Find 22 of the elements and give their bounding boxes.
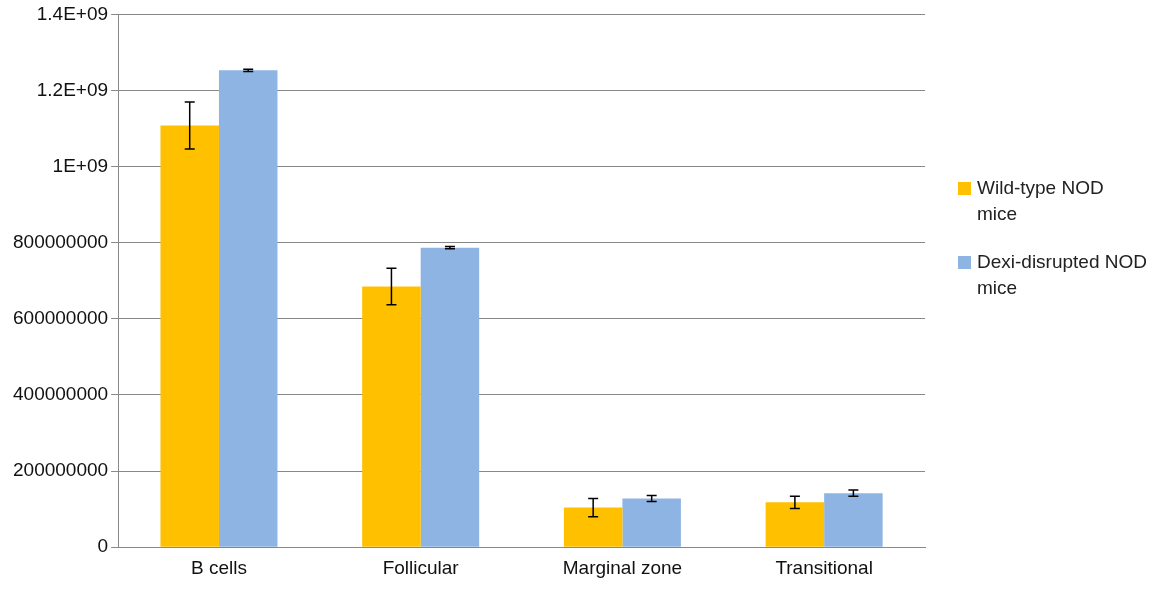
bar bbox=[218, 70, 278, 547]
bar bbox=[824, 493, 883, 547]
y-tick-label: 800000000 bbox=[12, 230, 109, 252]
y-tick-label: 1.4E+09 bbox=[36, 2, 109, 24]
y-tick-label: 1.2E+09 bbox=[36, 78, 109, 100]
y-tick-label: 1E+09 bbox=[52, 154, 109, 176]
legend-label: Wild-type NOD mice bbox=[977, 176, 1105, 226]
x-tick-label: Transitional bbox=[775, 556, 873, 578]
bar bbox=[563, 507, 623, 547]
x-tick-label: Follicular bbox=[382, 556, 460, 578]
y-tick-label: 200000000 bbox=[12, 459, 109, 481]
legend-label: Dexi-disrupted NOD mice bbox=[977, 250, 1148, 300]
bar bbox=[420, 247, 480, 547]
bar bbox=[362, 286, 421, 547]
bar bbox=[765, 502, 825, 547]
bar bbox=[622, 498, 681, 547]
bar bbox=[160, 125, 219, 547]
y-tick-label: 0 bbox=[97, 535, 109, 557]
y-tick-label: 600000000 bbox=[12, 307, 109, 329]
y-tick-label: 400000000 bbox=[12, 383, 109, 405]
x-tick-label: B cells bbox=[190, 556, 247, 578]
x-tick-label: Marginal zone bbox=[562, 556, 683, 578]
